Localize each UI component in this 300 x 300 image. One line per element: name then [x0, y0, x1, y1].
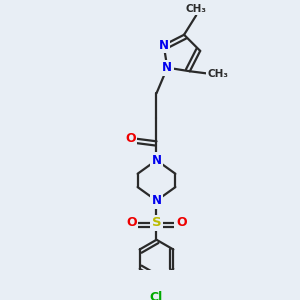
Text: S: S	[152, 216, 161, 229]
Text: N: N	[162, 61, 172, 74]
Text: CH₃: CH₃	[186, 4, 207, 14]
Text: O: O	[176, 216, 187, 229]
Text: Cl: Cl	[150, 291, 163, 300]
Text: O: O	[126, 216, 137, 229]
Text: N: N	[152, 154, 161, 167]
Text: O: O	[125, 132, 136, 145]
Text: CH₃: CH₃	[207, 69, 228, 79]
Text: N: N	[159, 39, 169, 52]
Text: N: N	[162, 61, 172, 74]
Text: N: N	[159, 39, 169, 52]
Text: N: N	[152, 194, 161, 207]
